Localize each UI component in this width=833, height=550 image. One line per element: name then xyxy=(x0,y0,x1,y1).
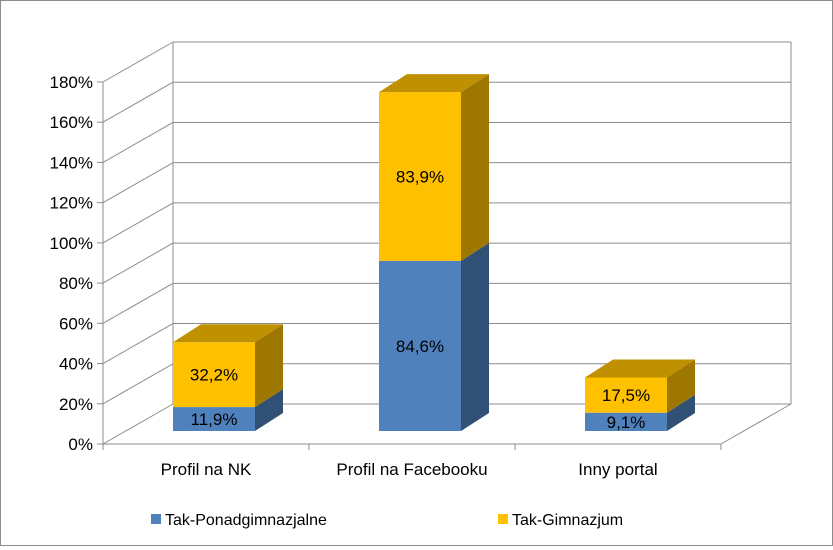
bar-side xyxy=(461,74,489,261)
y-tick-label: 80% xyxy=(59,274,93,293)
bar-segment xyxy=(379,74,489,261)
gridline-side xyxy=(102,81,174,123)
legend-swatch xyxy=(151,514,161,524)
y-tick-label: 120% xyxy=(50,194,93,213)
bar-top xyxy=(173,324,283,343)
bar-segment xyxy=(585,394,695,431)
bar-segment xyxy=(585,359,695,413)
gridline-side xyxy=(102,403,174,445)
bar-side xyxy=(667,394,695,431)
gridline-side xyxy=(102,363,174,405)
data-label: 9,1% xyxy=(607,413,646,432)
data-label: 11,9% xyxy=(191,410,238,429)
legend-label: Tak-Ponadgimnazjalne xyxy=(165,512,327,529)
legend: Tak-Ponadgimnazjalne Tak-Gimnazjum xyxy=(151,512,623,529)
gridline-side xyxy=(102,282,174,324)
x-category-label: Inny portal xyxy=(578,460,657,479)
bar-front xyxy=(585,377,667,413)
y-tick-label: 140% xyxy=(50,153,93,172)
y-tick-label: 40% xyxy=(59,355,93,374)
bar-front xyxy=(585,412,667,431)
data-label: 17,5% xyxy=(602,386,650,405)
x-category-label: Profil na NK xyxy=(161,460,252,479)
bar-front xyxy=(173,342,255,408)
gridline-side xyxy=(102,122,174,163)
gridline-side xyxy=(102,323,174,364)
bar-segment xyxy=(173,389,283,431)
y-tick-label: 60% xyxy=(59,314,93,333)
data-label: 32,2% xyxy=(190,366,238,385)
data-label: 84,6% xyxy=(396,337,444,356)
bar-segment xyxy=(379,242,489,431)
bar-side xyxy=(255,389,283,431)
y-axis-ticks: 0% 20% 40% 60% 80% 100% 120% 140% 160% 180% xyxy=(50,73,103,454)
bar-front xyxy=(379,92,461,261)
bar-front xyxy=(173,407,255,431)
legend-label: Tak-Gimnazjum xyxy=(512,512,623,529)
data-label: 83,9% xyxy=(396,167,444,186)
x-category-label: Profil na Facebooku xyxy=(336,460,487,479)
y-tick-label: 180% xyxy=(50,73,93,92)
bar-side xyxy=(667,359,695,413)
gridline-side xyxy=(102,242,174,284)
y-tick-label: 100% xyxy=(50,234,93,253)
gridline-side xyxy=(102,162,174,204)
data-labels: 11,9% 32,2% 84,6% 83,9% 9,1% 17,5% xyxy=(190,167,650,431)
bar-side xyxy=(255,324,283,408)
bar-segment xyxy=(173,324,283,408)
gridline-side xyxy=(102,41,174,83)
bar-front xyxy=(379,260,461,431)
bars xyxy=(173,74,695,431)
legend-swatch xyxy=(498,514,508,524)
y-tick-label: 0% xyxy=(68,435,93,454)
y-tick-label: 160% xyxy=(50,113,93,132)
y-tick-label: 20% xyxy=(59,395,93,414)
gridline-side xyxy=(102,202,174,244)
floor-right-edge xyxy=(720,403,792,445)
bar-top xyxy=(585,359,695,378)
bar-top xyxy=(379,74,489,93)
bar-side xyxy=(461,242,489,431)
x-axis-categories: Profil na NK Profil na Facebooku Inny port… xyxy=(102,444,722,479)
